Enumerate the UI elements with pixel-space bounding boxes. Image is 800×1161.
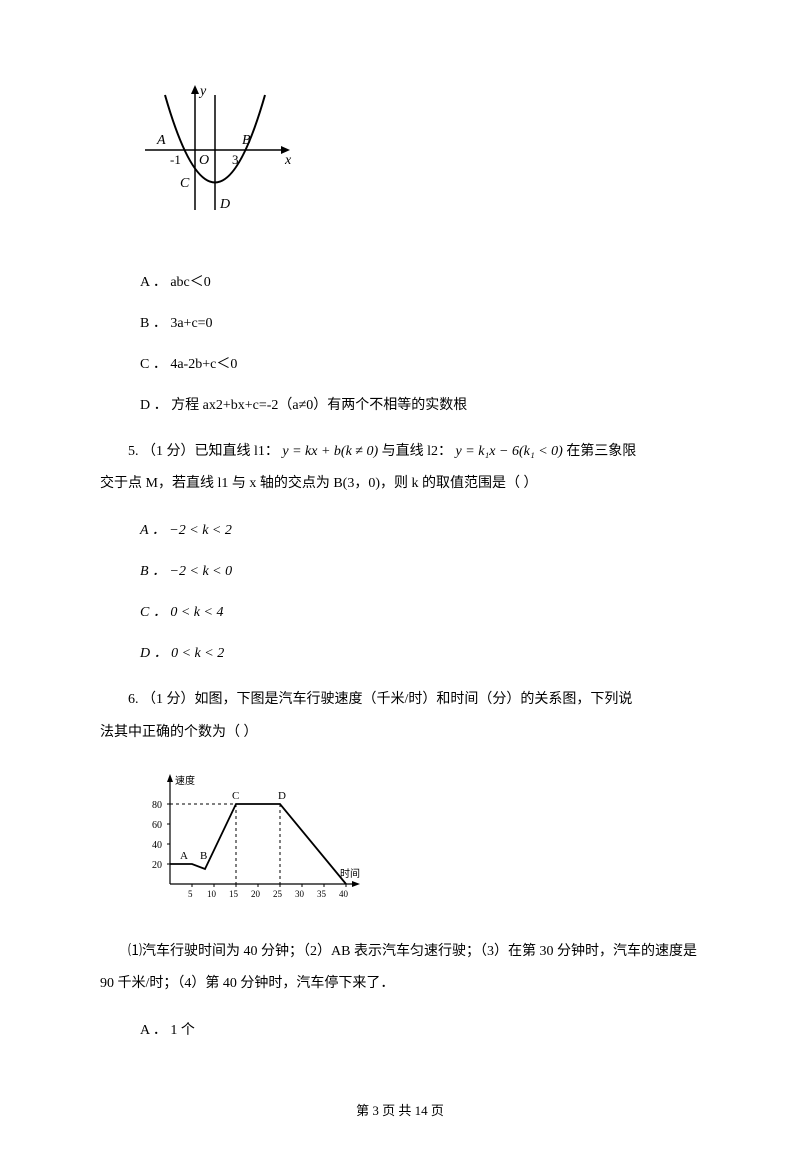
xtick-15: 15 — [229, 889, 239, 899]
point-d-label: D — [219, 197, 230, 212]
q5-text: 5. （1 分）已知直线 l1： y = kx + b(k ≠ 0) 与直线 l… — [100, 426, 700, 510]
xtick-40: 40 — [339, 889, 349, 899]
parabola-figure: y x A B O -1 3 C D — [140, 80, 700, 237]
x-3-label: 3 — [232, 152, 239, 167]
point-b-label: B — [242, 133, 251, 148]
chart-x-label: 时间 — [340, 867, 360, 880]
chart-point-d: D — [278, 790, 286, 802]
q4-option-a: A ． abc＜0 — [140, 262, 700, 303]
parabola-svg: y x A B O -1 3 C D — [140, 80, 300, 230]
xtick-25: 25 — [273, 889, 283, 899]
xtick-5: 5 — [188, 889, 193, 899]
q5-mid2: 在第三象限 — [563, 444, 637, 459]
q5-option-c: C ． 0 < k < 4 — [140, 592, 700, 633]
q6-option-a: A ． 1 个 — [140, 1010, 700, 1051]
page-footer: 第 3 页 共 14 页 — [100, 1101, 700, 1121]
q6-text: 6. （1 分）如图，下图是汽车行驶速度（千米/时）和时间（分）的关系图，下列说… — [100, 674, 700, 758]
chart-point-a: A — [180, 850, 188, 862]
q4-option-c: C ． 4a-2b+c＜0 — [140, 344, 700, 385]
q6-line1: 6. （1 分）如图，下图是汽车行驶速度（千米/时）和时间（分）的关系图，下列说 — [128, 692, 632, 707]
q5-line2: 交于点 M，若直线 l1 与 x 轴的交点为 B(3，0)，则 k 的取值范围是… — [100, 476, 538, 491]
point-c-label: C — [180, 176, 190, 191]
xtick-20: 20 — [251, 889, 261, 899]
q5-option-d: D ． 0 < k < 2 — [140, 633, 700, 674]
ytick-40: 40 — [152, 840, 162, 851]
ytick-80: 80 — [152, 800, 162, 811]
q5-option-b: B ． −2 < k < 0 — [140, 551, 700, 592]
xtick-35: 35 — [317, 889, 327, 899]
q4-option-d: D ． 方程 ax2+bx+c=-2（a≠0）有两个不相等的实数根 — [140, 385, 700, 426]
ytick-60: 60 — [152, 820, 162, 831]
q5-prefix: 5. （1 分）已知直线 l1： — [128, 444, 282, 459]
point-a-label: A — [156, 133, 166, 148]
speed-time-chart: 20 40 60 80 5 10 15 20 25 30 35 40 — [140, 769, 700, 911]
origin-label: O — [199, 153, 209, 168]
q6-statements: ⑴汽车行驶时间为 40 分钟；（2）AB 表示汽车匀速行驶；（3）在第 30 分… — [100, 926, 700, 1010]
y-axis-label: y — [198, 84, 207, 99]
q6-line2: 法其中正确的个数为（ ） — [100, 725, 258, 740]
xtick-30: 30 — [295, 889, 305, 899]
q5-mid1: 与直线 l2： — [378, 444, 455, 459]
page-content: y x A B O -1 3 C D A ． abc＜0 B ． 3a+c=0 … — [0, 0, 800, 1161]
q5-option-a: A ． −2 < k < 2 — [140, 510, 700, 551]
chart-point-c: C — [232, 790, 239, 802]
xtick-10: 10 — [207, 889, 217, 899]
chart-y-label: 速度 — [175, 774, 195, 787]
q5-formula1: y = kx + b(k ≠ 0) — [282, 444, 378, 459]
chart-point-b: B — [200, 850, 207, 862]
chart-svg: 20 40 60 80 5 10 15 20 25 30 35 40 — [140, 769, 370, 904]
x-axis-label: x — [284, 153, 292, 168]
ytick-20: 20 — [152, 860, 162, 871]
x-neg1-label: -1 — [170, 152, 181, 167]
q4-option-b: B ． 3a+c=0 — [140, 303, 700, 344]
q5-formula2: y = k₁x − 6(k₁ < 0) — [456, 444, 563, 459]
